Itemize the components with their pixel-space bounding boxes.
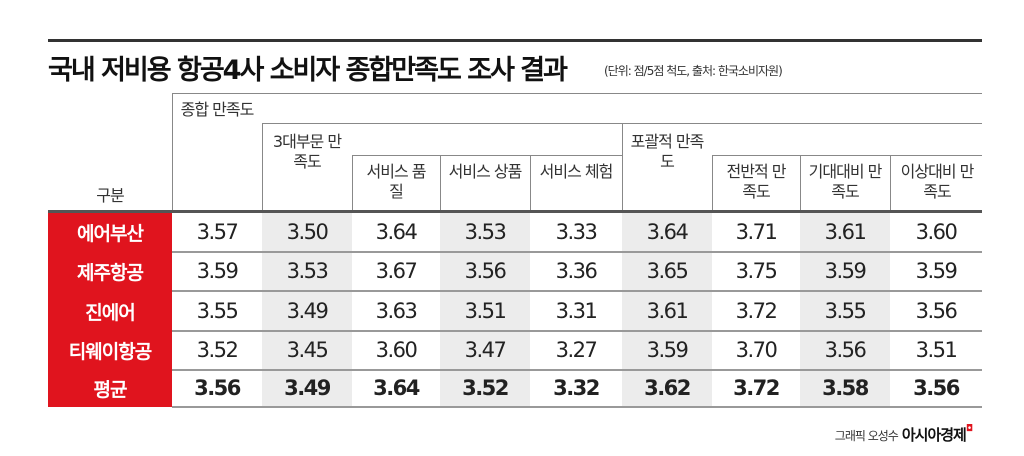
table-cell: 3.75: [735, 259, 778, 283]
row-label: 제주항공: [48, 252, 172, 291]
table-cell: 3.47: [464, 338, 507, 362]
table-cell: 3.45: [286, 338, 329, 362]
header-service-product: 서비스 상품: [448, 162, 523, 181]
table-cell: 3.60: [375, 338, 418, 362]
header-service-experience: 서비스 체험: [539, 162, 614, 181]
top-rule: [48, 39, 982, 42]
credit: 그래픽 오성수 아시아경제◘: [834, 424, 973, 445]
table-cell: 3.31: [555, 298, 598, 323]
row-label: 티웨이항공: [48, 331, 172, 370]
header-bottom-rule: [48, 210, 982, 213]
table-cell: 3.61: [646, 298, 689, 323]
brand-mark-icon: ◘: [965, 424, 973, 434]
table-cell: 3.59: [196, 259, 239, 283]
table-cell: 3.56: [824, 338, 867, 362]
table-cell: 3.58: [822, 376, 869, 400]
table-cell: 3.72: [735, 298, 778, 323]
row-divider: [172, 251, 982, 253]
header-vs-expectation: 기대대비 만족도: [808, 162, 883, 201]
table-cell: 3.67: [375, 259, 418, 283]
row-label: 평균: [48, 370, 172, 407]
table-cell: 3.64: [373, 376, 420, 400]
table-cell: 3.64: [646, 220, 689, 244]
header-rule: [712, 155, 982, 156]
table-cell: 3.50: [286, 220, 329, 244]
header-row-label: 구분: [96, 186, 124, 205]
table-cell: 3.57: [196, 220, 239, 244]
table-cell: 3.55: [196, 298, 239, 323]
row-label: 에어부산: [48, 213, 172, 252]
table-cell: 3.52: [196, 338, 239, 362]
table-cell: 3.55: [824, 298, 867, 323]
header-three-part: 3대부문 만족도: [272, 132, 342, 171]
table-cell: 3.49: [286, 298, 329, 323]
header-overall: 종합 만족도: [180, 100, 255, 119]
unit-note: (단위: 점/5점 척도, 출처: 한국소비자원): [604, 64, 783, 78]
table-cell: 3.53: [464, 220, 507, 244]
header-rule: [172, 93, 982, 94]
table-cell: 3.70: [735, 338, 778, 362]
table-cell: 3.27: [555, 338, 598, 362]
table-cell: 3.62: [644, 376, 691, 400]
table-cell: 3.64: [375, 220, 418, 244]
header-service-quality: 서비스 품질: [366, 162, 427, 201]
header-vs-ideal: 이상대비 만족도: [900, 162, 975, 201]
table-cell: 3.51: [464, 298, 507, 323]
row-divider: [172, 290, 982, 292]
header-general: 전반적 만족도: [726, 162, 787, 201]
table-cell: 3.59: [646, 338, 689, 362]
table-cell: 3.52: [462, 376, 509, 400]
table-cell: 3.61: [824, 220, 867, 244]
table-cell: 3.56: [194, 376, 241, 400]
table-cell: 3.60: [915, 220, 958, 244]
table-cell: 3.72: [733, 376, 780, 400]
row-divider: [172, 406, 982, 408]
row-divider: [172, 369, 982, 371]
table-cell: 3.71: [735, 220, 778, 244]
table-cell: 3.63: [375, 298, 418, 323]
table-cell: 3.53: [286, 259, 329, 283]
row-label: 진에어: [48, 291, 172, 331]
table-cell: 3.59: [824, 259, 867, 283]
table-cell: 3.33: [555, 220, 598, 244]
header-rule: [352, 155, 622, 156]
table-cell: 3.49: [284, 376, 331, 400]
table-cell: 3.56: [915, 298, 958, 323]
brand-logo: 아시아경제: [901, 426, 967, 444]
header-comprehensive: 포괄적 만족도: [630, 132, 705, 171]
table-cell: 3.32: [553, 376, 600, 400]
table-cell: 3.56: [464, 259, 507, 283]
credit-author: 그래픽 오성수: [834, 429, 899, 443]
row-divider: [172, 330, 982, 332]
page-title: 국내 저비용 항공4사 소비자 종합만족도 조사 결과: [48, 55, 568, 86]
table-cell: 3.56: [913, 376, 960, 400]
table-cell: 3.59: [915, 259, 958, 283]
table-cell: 3.65: [646, 259, 689, 283]
table-cell: 3.51: [915, 338, 958, 362]
table-cell: 3.36: [555, 259, 598, 283]
